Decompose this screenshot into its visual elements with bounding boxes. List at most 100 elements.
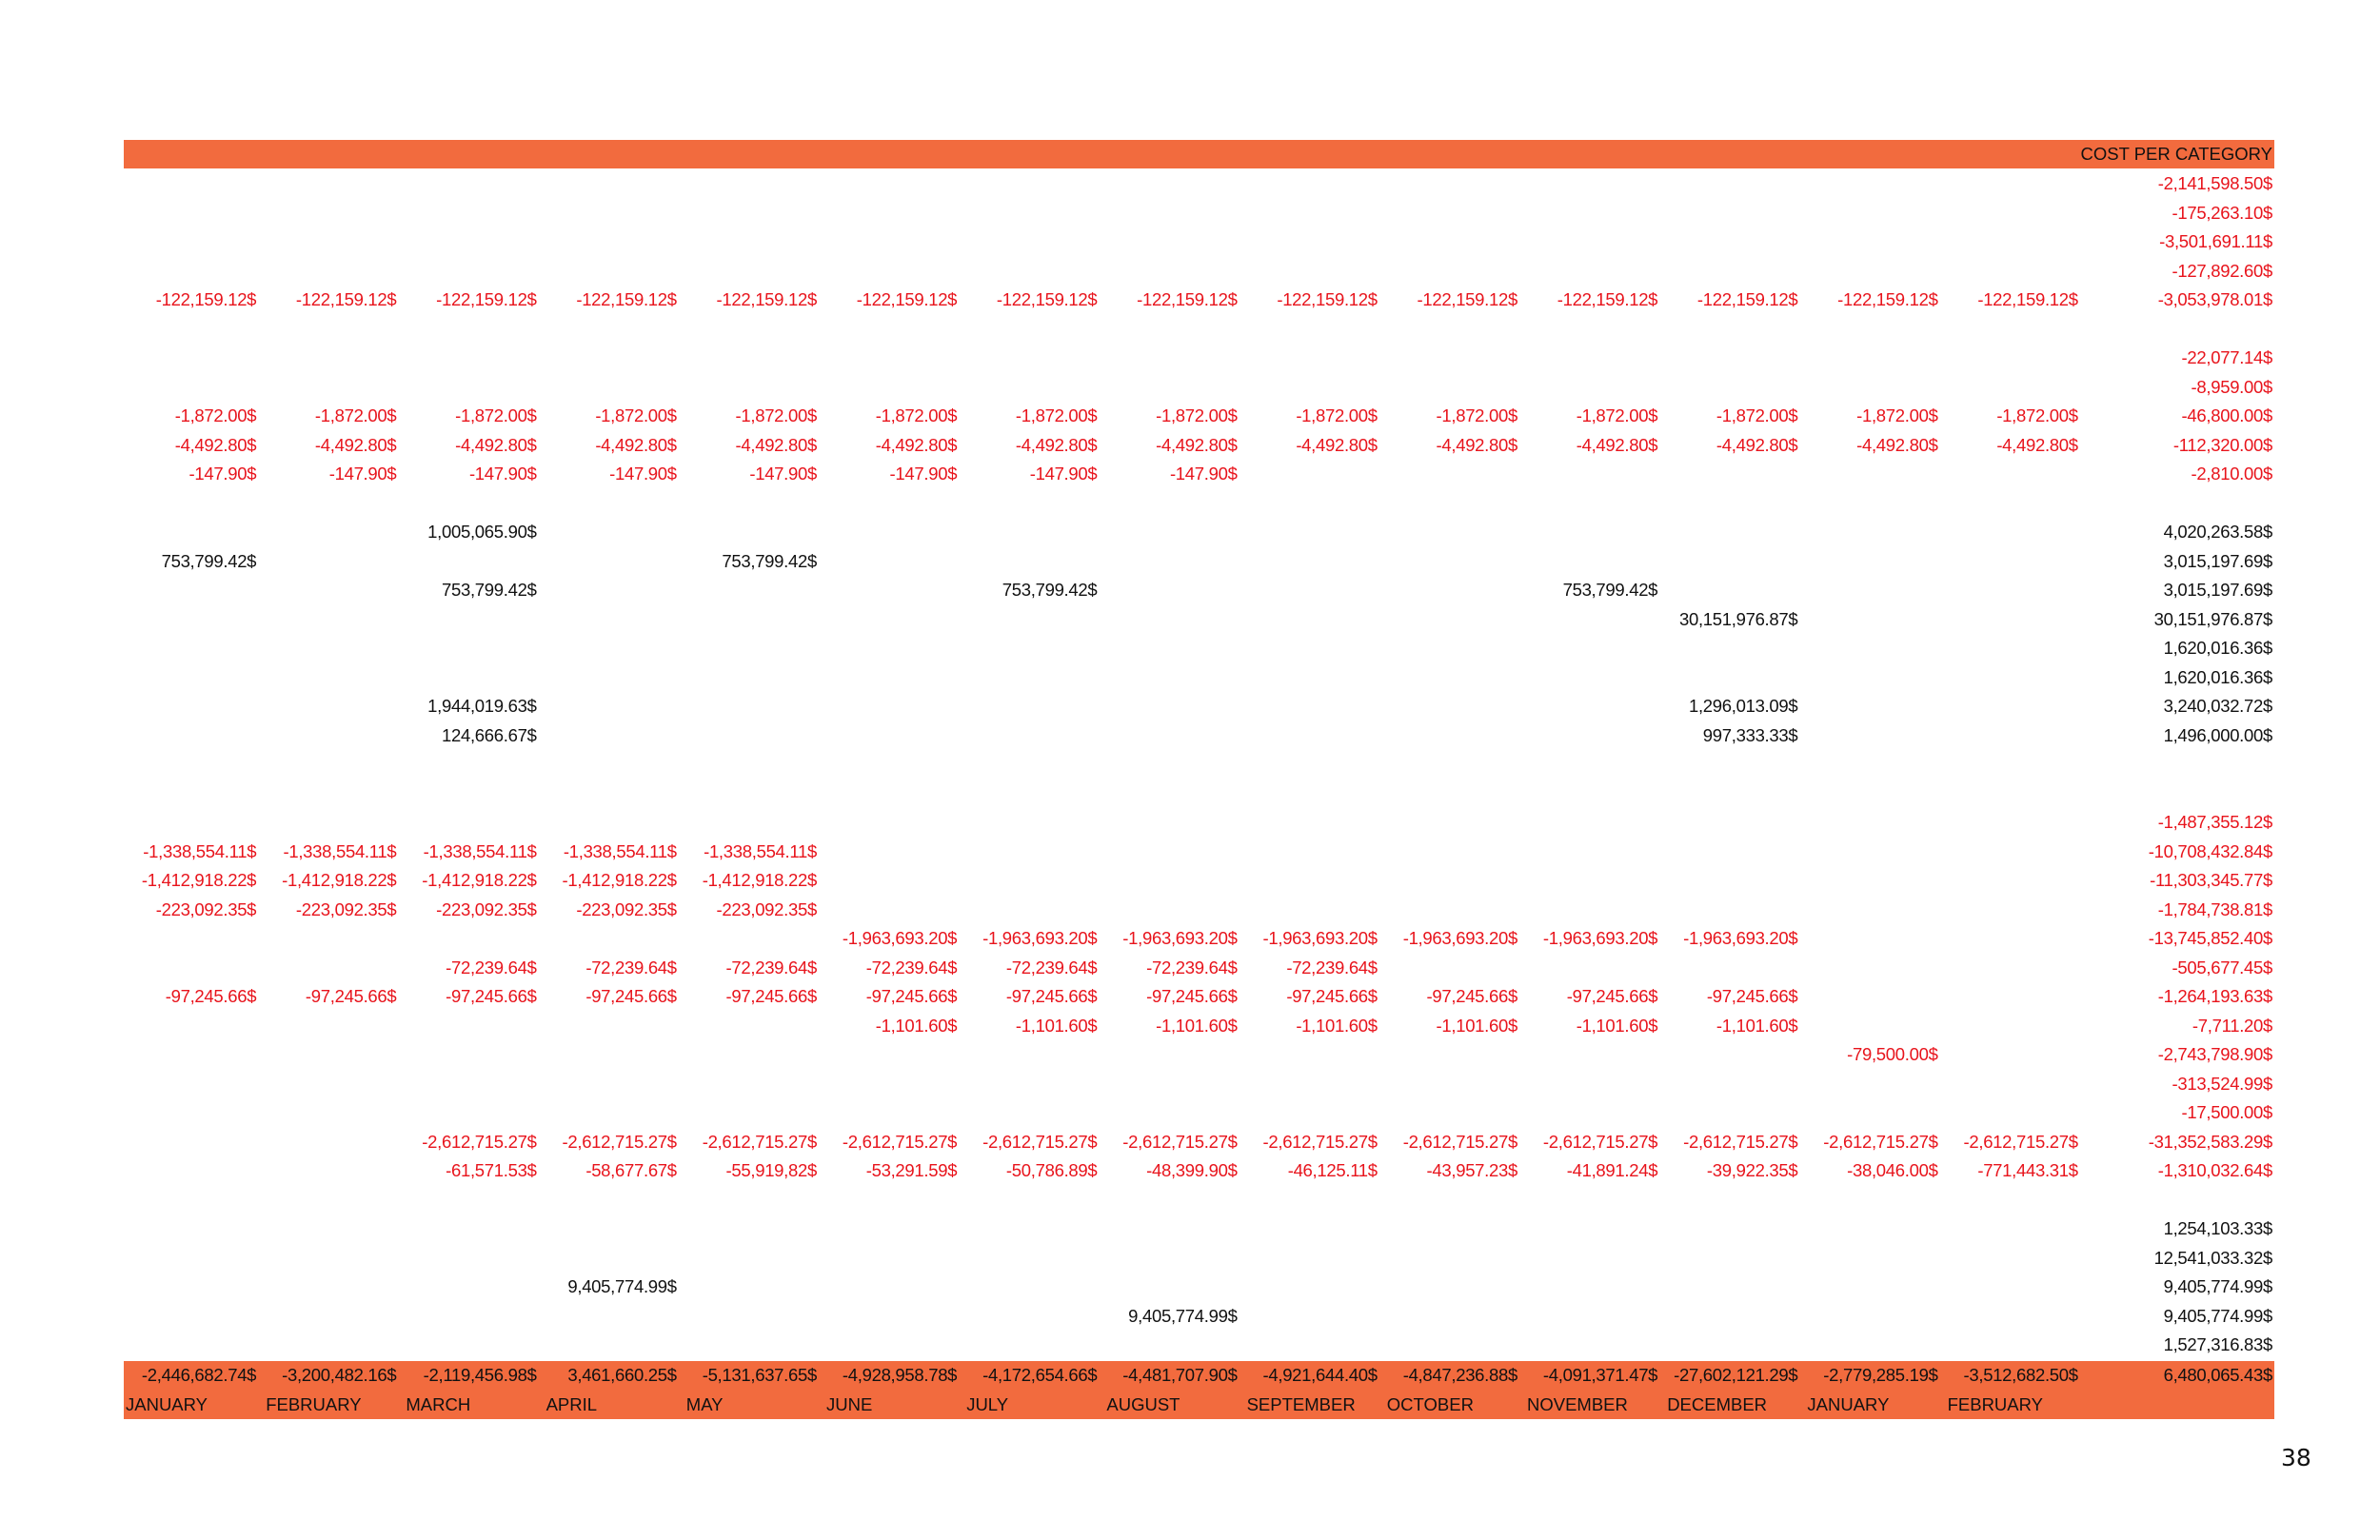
table-row: 9,405,774.99$ 9,405,774.99$ [124, 1273, 2274, 1301]
table-row: 1,620,016.36$ [124, 634, 2274, 662]
month-value-cell: -4,492.80$ [1576, 434, 1658, 455]
month-value-cell: -4,492.80$ [1996, 434, 2078, 455]
category-total-cell: -22,077.14$ [2181, 347, 2273, 367]
month-value-cell: -1,338,554.11$ [143, 840, 257, 861]
month-value-cell: -41,891.24$ [1566, 1160, 1658, 1180]
table-row: -72,239.64$ -72,239.64$ -72,239.64$ -72,239… [124, 954, 2274, 982]
table-row: 30,151,976.87$ 30,151,976.87$ [124, 605, 2274, 634]
category-total-cell: 4,020,263.58$ [2163, 522, 2273, 542]
month-value-cell: 997,333.33$ [1702, 724, 1798, 745]
month-total-cell: -3,512,682.50$ [1963, 1365, 2079, 1385]
month-value-cell: -72,239.64$ [585, 957, 677, 977]
month-value-cell: -1,412,918.22$ [282, 870, 397, 890]
month-value-cell: -122,159.12$ [996, 289, 1098, 309]
category-total-cell: 1,254,103.33$ [2163, 1218, 2273, 1238]
month-value-cell: -1,872.00$ [455, 405, 537, 425]
month-value-cell: -1,412,918.22$ [562, 870, 678, 890]
month-value-cell: -72,239.64$ [1286, 957, 1378, 977]
table-row: 1,254,103.33$ [124, 1214, 2274, 1243]
month-value-cell: -223,092.35$ [155, 898, 257, 919]
month-value-cell: -771,443.31$ [1977, 1160, 2078, 1180]
month-value-cell: -58,677.67$ [585, 1160, 677, 1180]
month-label: SEPTEMBER [1246, 1394, 1356, 1414]
month-value-cell: -1,338,554.11$ [283, 840, 397, 861]
month-label: NOVEMBER [1527, 1394, 1628, 1414]
table-row: -313,524.99$ [124, 1070, 2274, 1098]
month-value-cell: 9,405,774.99$ [567, 1276, 677, 1296]
month-value-cell: -2,612,715.27$ [562, 1131, 678, 1152]
month-label: APRIL [545, 1394, 598, 1414]
month-label: JUNE [826, 1394, 873, 1414]
month-label: JANUARY [126, 1394, 208, 1414]
month-value-cell: -97,245.66$ [165, 986, 257, 1006]
table-row: -8,959.00$ [124, 373, 2274, 402]
table-row [124, 750, 2274, 779]
month-value-cell: -4,492.80$ [735, 434, 818, 455]
month-value-cell: -97,245.66$ [305, 986, 397, 1006]
month-value-cell: -4,492.80$ [1436, 434, 1518, 455]
month-label: MARCH [406, 1394, 471, 1414]
table-row: -2,612,715.27$ -2,612,715.27$ -2,612,715.2… [124, 1128, 2274, 1156]
month-value-cell: -2,612,715.27$ [422, 1131, 537, 1152]
month-value-cell: -2,612,715.27$ [1402, 1131, 1518, 1152]
table-row: -79,500.00$ -2,743,798.90$ [124, 1040, 2274, 1069]
table-header-bar: COST PER CATEGORY [124, 140, 2274, 168]
month-value-cell: -4,492.80$ [455, 434, 537, 455]
month-value-cell: -1,101.60$ [1156, 1015, 1238, 1036]
month-value-cell: -1,963,693.20$ [842, 928, 958, 948]
month-value-cell: -1,338,554.11$ [563, 840, 677, 861]
month-label: JANUARY [1807, 1394, 1890, 1414]
month-value-cell: 124,666.67$ [441, 724, 537, 745]
category-total-cell: -1,310,032.64$ [2157, 1160, 2273, 1180]
month-value-cell: -122,159.12$ [1417, 289, 1518, 309]
month-value-cell: 753,799.42$ [722, 550, 817, 571]
month-value-cell: -122,159.12$ [576, 289, 677, 309]
category-total-cell: -175,263.10$ [2172, 202, 2273, 223]
month-value-cell: -97,245.66$ [1566, 986, 1658, 1006]
table-row: -1,963,693.20$ -1,963,693.20$ -1,963,693.2… [124, 924, 2274, 953]
month-label: MAY [685, 1394, 724, 1414]
month-value-cell: -147.90$ [1169, 464, 1238, 484]
month-total-cell: -4,481,707.90$ [1122, 1365, 1238, 1385]
month-value-cell: -1,872.00$ [1436, 405, 1518, 425]
month-value-cell: -1,101.60$ [1015, 1015, 1098, 1036]
category-total-cell: -313,524.99$ [2172, 1073, 2273, 1094]
category-total-cell: 9,405,774.99$ [2163, 1276, 2273, 1296]
month-value-cell: -1,872.00$ [1296, 405, 1378, 425]
category-total-cell: -2,141,598.50$ [2157, 173, 2273, 193]
table-row: -1,872.00$ -1,872.00$ -1,872.00$ -1,872.00$… [124, 402, 2274, 430]
month-value-cell: -1,872.00$ [1996, 405, 2078, 425]
month-value-cell: -223,092.35$ [716, 898, 818, 919]
month-value-cell: -122,159.12$ [1977, 289, 2078, 309]
month-value-cell: -1,872.00$ [1015, 405, 1098, 425]
month-value-cell: -1,963,693.20$ [1683, 928, 1798, 948]
month-value-cell: -122,159.12$ [155, 289, 257, 309]
month-value-cell: -72,239.64$ [865, 957, 958, 977]
category-total-cell: -31,352,583.29$ [2148, 1131, 2273, 1152]
month-value-cell: -2,612,715.27$ [1823, 1131, 1938, 1152]
category-total-cell: 1,620,016.36$ [2163, 638, 2273, 658]
table-row: 12,541,033.32$ [124, 1244, 2274, 1273]
month-value-cell: -53,291.59$ [865, 1160, 958, 1180]
month-value-cell: -2,612,715.27$ [1963, 1131, 2079, 1152]
month-value-cell: -97,245.66$ [1146, 986, 1238, 1006]
category-total-cell: 1,527,316.83$ [2163, 1334, 2273, 1354]
month-value-cell: -97,245.66$ [725, 986, 818, 1006]
month-total-cell: 3,461,660.25$ [567, 1365, 677, 1385]
month-value-cell: -1,963,693.20$ [1402, 928, 1518, 948]
month-value-cell: 1,005,065.90$ [427, 522, 537, 542]
table-row: -17,500.00$ [124, 1098, 2274, 1127]
category-total-cell: -7,711.20$ [2192, 1015, 2272, 1036]
month-value-cell: -147.90$ [889, 464, 958, 484]
month-total-cell: -4,172,654.66$ [982, 1365, 1098, 1385]
month-value-cell: -4,492.80$ [595, 434, 677, 455]
table-row [124, 315, 2274, 344]
grand-total-cell: 6,480,065.43$ [2163, 1365, 2273, 1385]
month-value-cell: -97,245.66$ [1286, 986, 1378, 1006]
month-value-cell: -2,612,715.27$ [702, 1131, 818, 1152]
category-total-cell: 1,496,000.00$ [2163, 724, 2273, 745]
month-label: FEBRUARY [1947, 1394, 2043, 1414]
month-total-cell: -5,131,637.65$ [702, 1365, 818, 1385]
month-label: DECEMBER [1667, 1394, 1768, 1414]
table-row: -127,892.60$ [124, 257, 2274, 286]
